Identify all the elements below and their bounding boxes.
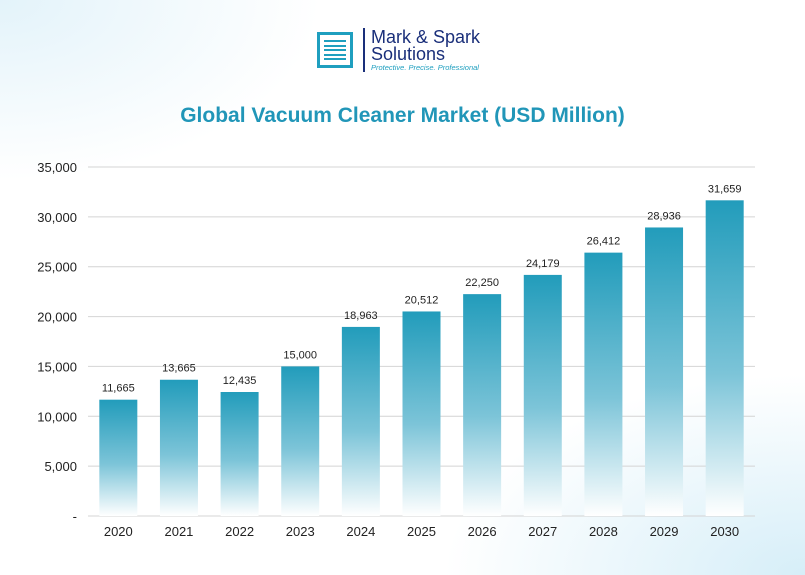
y-tick-label: 5,000	[44, 459, 77, 474]
y-tick-label: 15,000	[37, 359, 77, 374]
data-label: 22,250	[465, 277, 499, 289]
data-label: 12,435	[223, 375, 257, 387]
y-tick-label: 35,000	[37, 160, 77, 175]
bar	[645, 227, 684, 516]
data-label: 24,179	[526, 258, 560, 270]
y-tick-label: 20,000	[37, 310, 77, 325]
bar	[341, 326, 380, 516]
logo-name-line2: Solutions	[371, 43, 446, 64]
x-tick-label: 2026	[468, 524, 497, 539]
data-label: 20,512	[405, 294, 439, 306]
y-tick-label: 30,000	[37, 210, 77, 225]
bar	[281, 366, 320, 516]
data-label: 13,665	[162, 363, 196, 375]
data-label: 31,659	[708, 183, 742, 195]
bar	[402, 311, 441, 516]
x-tick-label: 2027	[528, 524, 557, 539]
bar	[523, 274, 562, 516]
bar	[463, 294, 502, 516]
company-logo: Mark & Spark Solutions Protective. Preci…	[317, 28, 480, 72]
x-tick-label: 2028	[589, 524, 618, 539]
logo-tagline: Protective. Precise. Professional	[371, 62, 479, 72]
document-icon	[317, 32, 353, 68]
logo-name-line1: Mark & Spark	[371, 26, 481, 47]
x-tick-label: 2030	[710, 524, 739, 539]
bar	[584, 252, 623, 516]
data-label: 26,412	[587, 236, 621, 248]
x-tick-label: 2024	[346, 524, 375, 539]
x-tick-label: 2020	[104, 524, 133, 539]
bar	[705, 200, 744, 516]
data-label: 28,936	[647, 210, 681, 222]
bar	[220, 392, 259, 516]
x-tick-label: 2022	[225, 524, 254, 539]
x-tick-label: 2023	[286, 524, 315, 539]
bar	[159, 379, 198, 516]
y-tick-label: 10,000	[37, 409, 77, 424]
bar	[99, 399, 138, 516]
data-label: 15,000	[283, 349, 317, 361]
data-label: 18,963	[344, 310, 378, 322]
data-label: 11,665	[102, 383, 135, 395]
chart-title: Global Vacuum Cleaner Market (USD Millio…	[180, 104, 625, 127]
x-tick-label: 2021	[164, 524, 193, 539]
x-tick-label: 2025	[407, 524, 436, 539]
x-tick-label: 2029	[650, 524, 679, 539]
y-tick-label: 25,000	[37, 260, 77, 275]
logo-divider	[363, 28, 365, 72]
y-tick-label: -	[73, 509, 77, 524]
